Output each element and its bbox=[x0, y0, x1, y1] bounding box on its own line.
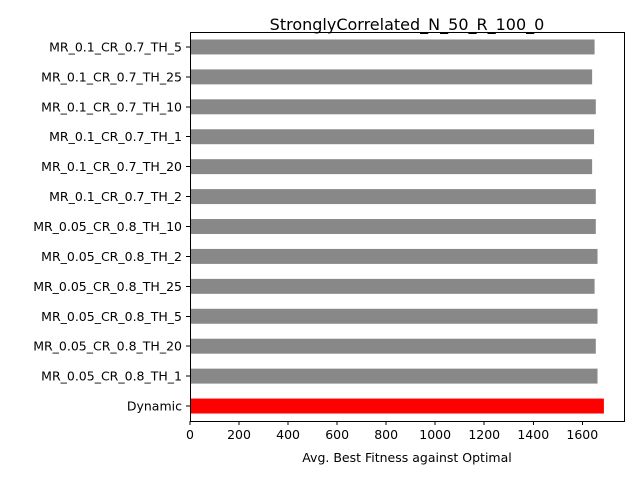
bar-mr-0-1-cr-0-7-th-10 bbox=[190, 99, 596, 115]
bar-mr-0-1-cr-0-7-th-25 bbox=[190, 69, 593, 85]
x-tick-label: 200 bbox=[227, 427, 251, 442]
x-tick-label: 1400 bbox=[517, 427, 549, 442]
y-tick-label: MR_0.05_CR_0.8_TH_5 bbox=[41, 309, 182, 324]
x-axis-label: Avg. Best Fitness against Optimal bbox=[302, 450, 512, 465]
bar-mr-0-05-cr-0-8-th-25 bbox=[190, 278, 595, 294]
y-tick-label: MR_0.1_CR_0.7_TH_5 bbox=[49, 39, 182, 54]
x-tick-label: 600 bbox=[325, 427, 349, 442]
x-tick-label: 400 bbox=[276, 427, 300, 442]
y-tick-label: MR_0.05_CR_0.8_TH_20 bbox=[33, 339, 182, 354]
y-tick-label: MR_0.05_CR_0.8_TH_1 bbox=[41, 369, 182, 384]
x-tick-label: 800 bbox=[374, 427, 398, 442]
bar-mr-0-1-cr-0-7-th-1 bbox=[190, 129, 595, 145]
y-tick-label: MR_0.05_CR_0.8_TH_2 bbox=[41, 249, 182, 264]
bar-mr-0-1-cr-0-7-th-2 bbox=[190, 189, 596, 205]
y-tick-label: MR_0.05_CR_0.8_TH_10 bbox=[33, 219, 182, 234]
bar-mr-0-05-cr-0-8-th-2 bbox=[190, 248, 598, 264]
y-tick-label: MR_0.1_CR_0.7_TH_10 bbox=[41, 99, 182, 114]
y-tick-label: MR_0.1_CR_0.7_TH_20 bbox=[41, 159, 182, 174]
x-tick-label: 0 bbox=[186, 427, 194, 442]
bars-group bbox=[190, 39, 604, 414]
x-tick-label: 1600 bbox=[566, 427, 598, 442]
bar-mr-0-05-cr-0-8-th-10 bbox=[190, 219, 596, 234]
bar-mr-0-05-cr-0-8-th-20 bbox=[190, 338, 596, 354]
bar-mr-0-1-cr-0-7-th-20 bbox=[190, 159, 593, 175]
x-tick-label: 1000 bbox=[419, 427, 451, 442]
y-tick-label: MR_0.1_CR_0.7_TH_2 bbox=[49, 189, 182, 204]
y-tick-label: MR_0.1_CR_0.7_TH_1 bbox=[49, 129, 182, 144]
bar-dynamic bbox=[190, 398, 604, 414]
y-tick-label: MR_0.1_CR_0.7_TH_25 bbox=[41, 69, 182, 84]
y-tick-label: MR_0.05_CR_0.8_TH_25 bbox=[33, 279, 182, 294]
y-axis-ticks: MR_0.1_CR_0.7_TH_5 MR_0.1_CR_0.7_TH_25 MR_… bbox=[33, 39, 190, 414]
x-axis-ticks: 0 200 400 600 800 1000 1200 1400 1600 bbox=[186, 421, 598, 442]
y-tick-label: Dynamic bbox=[127, 399, 182, 414]
chart-title: StronglyCorrelated_N_50_R_100_0 bbox=[270, 15, 545, 35]
bar-mr-0-05-cr-0-8-th-5 bbox=[190, 308, 598, 324]
bar-mr-0-1-cr-0-7-th-5 bbox=[190, 39, 595, 55]
plot-area-frame bbox=[190, 32, 625, 422]
bar-mr-0-05-cr-0-8-th-1 bbox=[190, 368, 598, 384]
x-tick-label: 1200 bbox=[468, 427, 500, 442]
